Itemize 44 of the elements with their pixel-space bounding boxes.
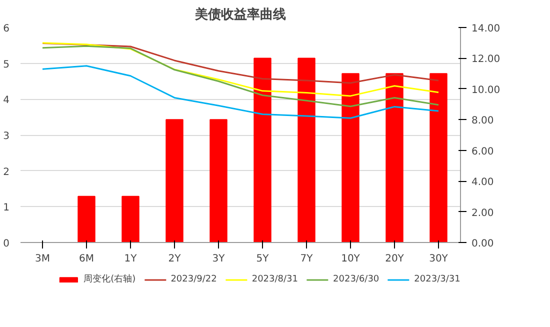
bar [298,58,316,242]
x-tick-label: 3Y [212,254,226,264]
bar [430,73,448,242]
bar [166,119,184,242]
y2-tick-label: 0.00 [472,238,494,250]
x-tick-label: 10Y [341,254,361,264]
y2-tick-label: 2.00 [472,208,494,219]
y-tick-label: 3 [3,131,10,142]
line-series [42,42,440,97]
line-series [42,42,440,84]
legend-label: 2023/6/30 [333,274,380,284]
y2-tick-label: 10.00 [472,84,500,96]
legend-label: 2023/8/31 [252,274,298,284]
bar [122,196,140,242]
x-tick-label: 2Y [168,254,182,264]
y2-tick-label: 12.00 [472,54,500,66]
legend-label: 周变化(右轴) [84,273,136,286]
x-tick-label: 30Y [429,254,449,264]
x-tick-label: 1Y [124,254,138,264]
line-series [42,45,440,108]
x-tick-label: 5Y [256,254,270,264]
line-series [42,65,440,119]
y2-tick-label: 4.00 [472,177,494,188]
bar [78,196,96,242]
y-tick-label: 4 [3,95,10,106]
y-tick-label: 0 [3,238,10,250]
x-tick-label: 20Y [385,254,405,264]
legend-label: 2023/3/31 [414,274,460,284]
y-tick-label: 6 [3,24,10,34]
y2-tick-label: 6.00 [472,146,494,158]
y-tick-label: 5 [3,59,10,70]
legend-label: 2023/9/22 [170,274,217,284]
bar [210,119,228,242]
bar [342,73,360,242]
x-tick-label: 6M [79,254,94,264]
y-tick-label: 2 [3,166,10,178]
bar [254,58,272,242]
bar [386,73,404,242]
x-tick-label: 7Y [300,254,314,264]
y2-tick-label: 14.00 [472,24,500,34]
chart-title: 美债收益率曲线 [194,6,286,22]
y-tick-label: 1 [3,202,10,214]
x-tick-label: 3M [35,254,50,264]
y2-tick-label: 8.00 [472,116,494,127]
